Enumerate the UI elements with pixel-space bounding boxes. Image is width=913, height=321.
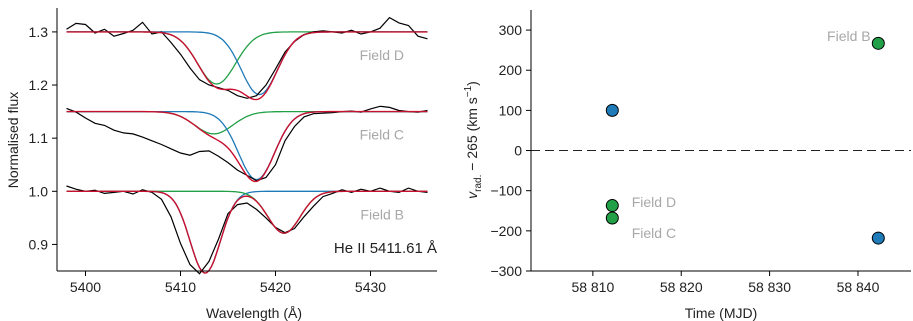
spectra-ticks: 5400 5410 5420 5430 0.9 1.0 1.1 1.2 1.3 (29, 24, 387, 295)
velocity-field-labels: Field B Field D Field C (632, 28, 871, 241)
spectra-y-tick-label: 1.3 (29, 24, 49, 40)
velocity-point (871, 231, 885, 245)
panel-2-fit-model (66, 190, 428, 274)
spectra-x-tick-label: 5420 (260, 279, 291, 295)
panel-2-field-label: Field B (360, 206, 404, 222)
spectra-annotation: He II 5411.61 Å (334, 240, 437, 257)
spectra-y-tick-label: 1.2 (29, 77, 49, 93)
velocity-point (605, 199, 619, 213)
velocity-y-axis-text: − 265 (km s (464, 97, 480, 174)
panel-0-field-label: Field D (360, 47, 404, 63)
velocity-x-tick-label: 58 830 (748, 279, 791, 295)
spectra-y-axis-label: Normalised flux (5, 92, 21, 188)
velocity-x-tick-label: 58 820 (660, 279, 703, 295)
velocity-chart: Field B Field D Field C 58 810 58 820 58 830… (463, 10, 911, 321)
velocity-point (605, 211, 619, 225)
velocity-y-tick-label: −300 (490, 263, 522, 279)
velocity-field-label: Field B (827, 28, 871, 44)
velocity-point (871, 36, 885, 50)
velocity-field-label: Field D (632, 194, 676, 210)
spectra-x-tick-label: 5400 (70, 279, 101, 295)
velocity-y-tick-label: 200 (499, 62, 523, 78)
velocity-y-axis-symbol: v (464, 191, 480, 199)
panel-1-field-label: Field C (360, 127, 404, 143)
panel-1-fit-model (66, 110, 428, 183)
spectra-y-tick-label: 1.0 (29, 183, 49, 199)
velocity-y-tick-label: 300 (499, 22, 523, 38)
velocity-y-axis-subscript: rad. (473, 175, 484, 192)
velocity-y-tick-label: −100 (490, 183, 522, 199)
velocity-field-label: Field C (632, 225, 676, 241)
spectra-y-tick-label: 0.9 (29, 236, 49, 252)
velocity-y-axis-label: vrad. − 265 (km s−1) (463, 81, 484, 199)
velocity-ticks: 58 810 58 820 58 830 58 840 −300 −200 −100 0 100… (490, 22, 879, 295)
velocity-y-tick-label: −200 (490, 223, 522, 239)
velocity-point (605, 103, 619, 117)
velocity-x-tick-label: 58 840 (837, 279, 880, 295)
panel-2-observed-spectrum (66, 185, 428, 275)
velocity-y-axis-close: ) (464, 81, 480, 86)
spectra-x-tick-label: 5410 (165, 279, 196, 295)
spectra-y-tick-label: 1.1 (29, 130, 49, 146)
velocity-x-tick-label: 58 810 (571, 279, 614, 295)
panel-0-fit-model (66, 31, 428, 101)
spectra-chart: Field D Field C Field B 5400 5410 5420 5430 0.… (5, 8, 437, 321)
velocity-y-axis-superscript: −1 (463, 85, 474, 97)
spectra-x-axis-label: Wavelength (Å) (206, 305, 302, 321)
spectra-x-tick-label: 5430 (355, 279, 386, 295)
velocity-x-axis-label: Time (MJD) (685, 305, 758, 321)
panel-1-component-blue (66, 110, 428, 181)
velocity-points (605, 36, 885, 245)
velocity-y-tick-label: 100 (499, 102, 523, 118)
panel-0-component-blue (66, 31, 428, 96)
spectra-plot-area: Field D Field C Field B (66, 16, 428, 275)
velocity-y-tick-label: 0 (514, 143, 522, 159)
